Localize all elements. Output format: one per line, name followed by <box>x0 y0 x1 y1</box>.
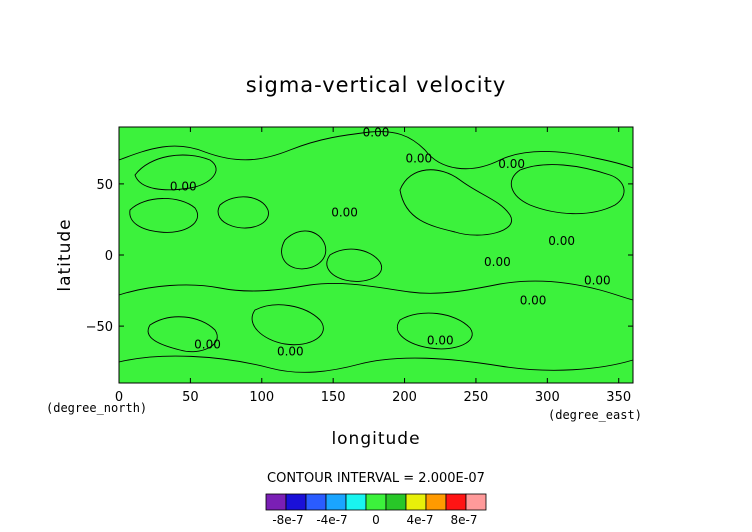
plot-area: 0.00 0.00 0.00 0.00 0.00 0.00 0.00 0.00 0.00 0.00… <box>118 126 634 384</box>
colorbar-tick-label: 8e-7 <box>451 513 478 527</box>
colorbar-swatch <box>345 493 367 511</box>
x-unit-label: (degree_east) <box>548 408 642 422</box>
colorbar-tick-label: 0 <box>372 513 380 527</box>
x-tick-label: 100 <box>249 390 274 405</box>
contour-label: 0.00 <box>520 294 547 308</box>
contour-interval-text: CONTOUR INTERVAL = 2.000E-07 <box>267 471 485 486</box>
colorbar-tick-label: -8e-7 <box>272 513 303 527</box>
contour-label: 0.00 <box>194 338 221 352</box>
contour-line <box>118 280 634 301</box>
colorbar-swatch <box>405 493 427 511</box>
contour-label: 0.00 <box>405 151 432 165</box>
colorbar-swatch <box>325 493 347 511</box>
colorbar-swatch <box>425 493 447 511</box>
contour-line <box>251 304 324 346</box>
contour-label: 0.00 <box>363 126 390 140</box>
x-tick-label: 300 <box>535 390 560 405</box>
colorbar-swatch <box>365 493 387 511</box>
x-tick-label: 250 <box>464 390 489 405</box>
colorbar-tick-label: 4e-7 <box>407 513 434 527</box>
y-axis: −50 0 50 <box>86 178 633 335</box>
contour-line <box>118 355 634 373</box>
contour-label: 0.00 <box>498 157 525 171</box>
x-tick-label: 150 <box>321 390 346 405</box>
contour-line <box>147 316 218 353</box>
y-tick-label: 50 <box>96 178 113 193</box>
colorbar-swatch <box>445 493 467 511</box>
contour-lines <box>118 131 634 373</box>
x-tick-label: 0 <box>115 390 123 405</box>
contour-label: 0.00 <box>484 255 511 269</box>
y-tick-label: −50 <box>86 320 113 335</box>
colorbar: -8e-7 -4e-7 0 4e-7 8e-7 <box>265 493 487 527</box>
colorbar-tick-label: -4e-7 <box>316 513 347 527</box>
colorbar-swatch <box>265 493 287 511</box>
contour-line <box>118 131 634 170</box>
colorbar-swatch <box>285 493 307 511</box>
x-axis: 0 50 100 150 200 250 300 350 <box>115 127 631 405</box>
y-axis-label: latitude <box>55 218 75 291</box>
contour-label: 0.00 <box>427 333 454 347</box>
contour-line <box>129 198 198 233</box>
x-axis-label: longitude <box>331 429 420 449</box>
colorbar-swatch <box>305 493 327 511</box>
y-tick-label: 0 <box>105 249 113 264</box>
contour-label: 0.00 <box>331 205 358 219</box>
contour-labels: 0.00 0.00 0.00 0.00 0.00 0.00 0.00 0.00 0.00 0.00… <box>170 126 611 359</box>
x-tick-label: 350 <box>606 390 631 405</box>
contour-label: 0.00 <box>584 274 611 288</box>
chart-title: sigma-vertical velocity <box>246 73 507 97</box>
contour-line <box>281 230 327 270</box>
contour-label: 0.00 <box>170 180 197 194</box>
contour-line <box>510 164 625 215</box>
contour-line <box>217 196 269 229</box>
contour-line <box>326 248 383 282</box>
contour-line <box>399 169 513 236</box>
contour-label: 0.00 <box>277 345 304 359</box>
colorbar-swatch <box>465 493 487 511</box>
x-tick-label: 50 <box>182 390 199 405</box>
colorbar-swatch <box>385 493 407 511</box>
contour-label: 0.00 <box>548 234 575 248</box>
x-tick-label: 200 <box>392 390 417 405</box>
contour-line <box>397 312 473 350</box>
y-unit-label: (degree_north) <box>46 401 147 415</box>
contour-line <box>134 154 217 191</box>
field-fill <box>119 127 633 383</box>
